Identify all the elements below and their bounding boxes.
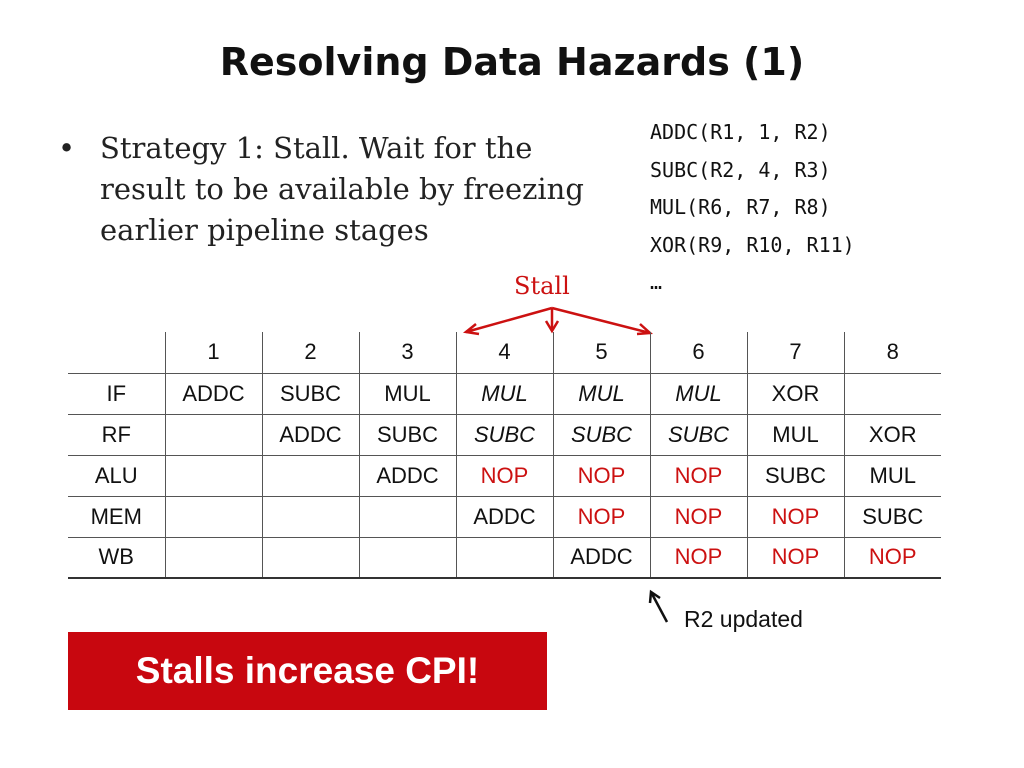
- cycle-header: 4: [455, 332, 553, 373]
- pipeline-cell: [843, 372, 941, 414]
- cycle-header: 3: [358, 332, 456, 373]
- pipeline-cell: MUL: [843, 454, 941, 496]
- bullet-text: Strategy 1: Stall. Wait for the result t…: [100, 131, 584, 247]
- cycle-header: 5: [552, 332, 650, 373]
- stage-label: MEM: [68, 495, 165, 537]
- cycle-header: 1: [164, 332, 262, 373]
- pipeline-cell: SUBC: [843, 495, 941, 537]
- pipeline-cell: SUBC: [552, 413, 650, 455]
- pipeline-cell: [164, 495, 262, 537]
- stage-label: RF: [68, 413, 165, 455]
- pipeline-cell: ADDC: [261, 413, 359, 455]
- cycle-header-row: 1 2 3 4 5 6 7 8: [68, 332, 941, 373]
- code-line: XOR(R9, R10, R11): [650, 232, 855, 257]
- slide-title: Resolving Data Hazards (1): [219, 40, 805, 84]
- pipeline-cell: MUL: [358, 372, 456, 414]
- pipeline-cell: [164, 454, 262, 496]
- code-line: ADDC(R1, 1, R2): [650, 120, 831, 144]
- pipeline-cell: [358, 495, 456, 537]
- pipeline-cell: [164, 536, 262, 579]
- pipeline-cell: NOP: [843, 536, 941, 579]
- pipeline-cell: MUL: [746, 413, 844, 455]
- pipeline-cell: NOP: [649, 536, 747, 579]
- bullet-marker: •: [58, 131, 76, 165]
- stage-row-if: IF ADDC SUBC MUL MUL MUL MUL XOR: [68, 372, 941, 414]
- pipeline-cell: SUBC: [455, 413, 553, 455]
- r2-updated-arrow: [648, 589, 669, 623]
- r2-updated-note: R2 updated: [684, 606, 803, 632]
- pipeline-cell: MUL: [649, 372, 747, 414]
- pipeline-cell: NOP: [649, 454, 747, 496]
- stage-row-rf: RF ADDC SUBC SUBC SUBC SUBC MUL XOR: [68, 413, 941, 455]
- stage-row-wb: WB ADDC NOP NOP NOP: [68, 536, 941, 579]
- pipeline-table: 1 2 3 4 5 6 7 8 IF ADDC SUBC MUL MUL MUL…: [68, 332, 941, 579]
- stage-row-mem: MEM ADDC NOP NOP NOP SUBC: [68, 495, 941, 537]
- stall-label: Stall: [514, 272, 570, 300]
- cycle-header: 8: [843, 332, 941, 373]
- cycle-header: 6: [649, 332, 747, 373]
- stage-row-alu: ALU ADDC NOP NOP NOP SUBC MUL: [68, 454, 941, 496]
- stage-label: ALU: [68, 454, 165, 496]
- pipeline-cell: XOR: [746, 372, 844, 414]
- pipeline-cell: [358, 536, 456, 579]
- corner-cell: [68, 332, 165, 373]
- cpi-banner: Stalls increase CPI!: [68, 632, 547, 710]
- pipeline-cell: XOR: [843, 413, 941, 455]
- pipeline-cell: ADDC: [358, 454, 456, 496]
- pipeline-cell: [455, 536, 553, 579]
- cycle-header: 7: [746, 332, 844, 373]
- pipeline-cell: SUBC: [649, 413, 747, 455]
- code-line: MUL(R6, R7, R8): [650, 195, 831, 219]
- pipeline-cell: MUL: [455, 372, 553, 414]
- stage-label: WB: [68, 536, 165, 579]
- pipeline-cell: MUL: [552, 372, 650, 414]
- code-line: …: [650, 270, 663, 294]
- pipeline-cell: NOP: [455, 454, 553, 496]
- pipeline-cell: [261, 454, 359, 496]
- pipeline-cell: ADDC: [455, 495, 553, 537]
- pipeline-cell: NOP: [746, 495, 844, 537]
- stage-label: IF: [68, 372, 165, 414]
- pipeline-cell: NOP: [552, 454, 650, 496]
- pipeline-cell: NOP: [746, 536, 844, 579]
- pipeline-cell: SUBC: [261, 372, 359, 414]
- cycle-header: 2: [261, 332, 359, 373]
- code-line: SUBC(R2, 4, R3): [650, 157, 831, 182]
- pipeline-cell: ADDC: [164, 372, 262, 414]
- pipeline-cell: SUBC: [358, 413, 456, 455]
- stall-arrows: [462, 306, 654, 336]
- pipeline-cell: [261, 495, 359, 537]
- pipeline-cell: NOP: [552, 495, 650, 537]
- pipeline-cell: SUBC: [746, 454, 844, 496]
- pipeline-cell: [164, 413, 262, 455]
- pipeline-cell: ADDC: [552, 536, 650, 579]
- pipeline-cell: [261, 536, 359, 579]
- pipeline-cell: NOP: [649, 495, 747, 537]
- cpi-banner-text: Stalls increase CPI!: [135, 650, 480, 691]
- code-listing: ADDC(R1, 1, R2) SUBC(R2, 4, R3) MUL(R6, …: [650, 114, 855, 302]
